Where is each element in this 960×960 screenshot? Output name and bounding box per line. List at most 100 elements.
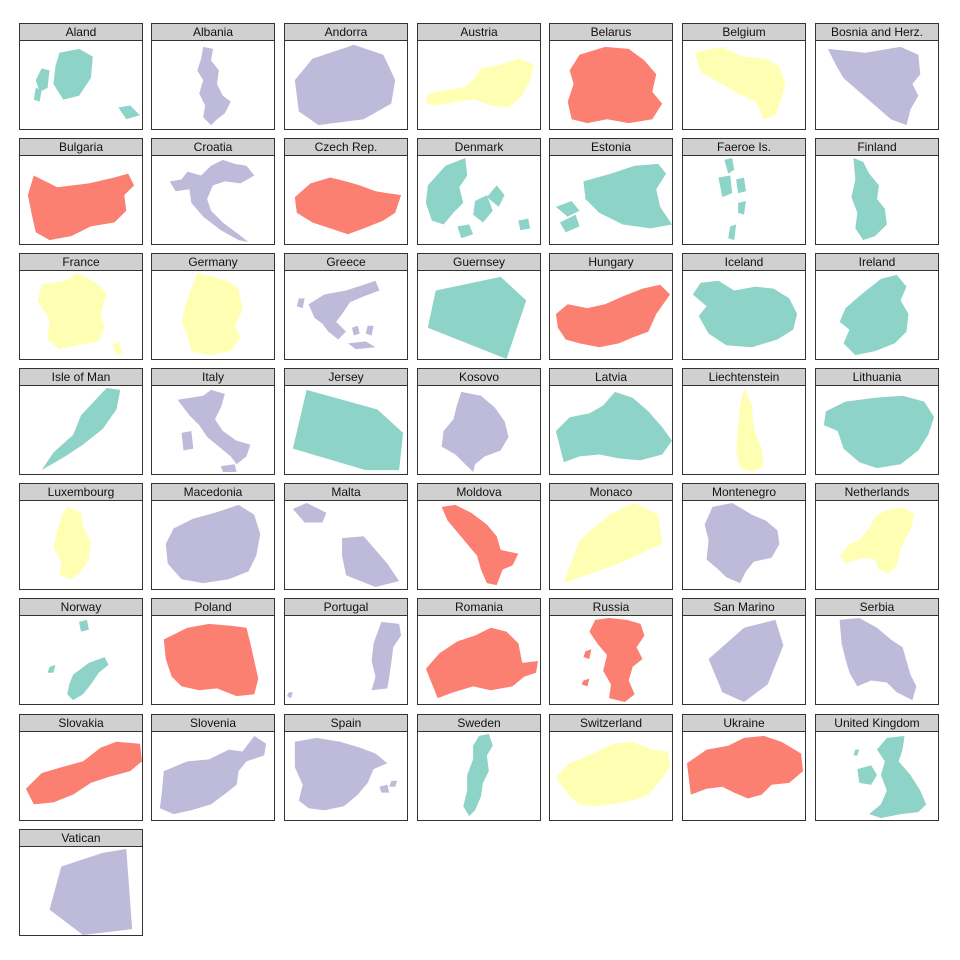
country-outline: [177, 389, 251, 465]
country-outline: [473, 195, 493, 223]
country-outline: [67, 657, 109, 701]
country-name-label: Guernsey: [418, 254, 540, 271]
country-name-label: San Marino: [683, 599, 805, 616]
slovenia-shape: [159, 735, 267, 815]
country-name-label: Portugal: [285, 599, 407, 616]
country-outline: [53, 48, 93, 100]
norway-shape: [47, 619, 109, 701]
croatia-shape: [169, 159, 255, 243]
country-outline: [823, 395, 935, 469]
country-outline: [441, 504, 519, 586]
country-name-label: Ireland: [816, 254, 938, 271]
country-panel: Bulgaria: [19, 138, 143, 245]
jersey-shape: [292, 389, 404, 471]
country-name-label: Poland: [152, 599, 274, 616]
andorra-shape: [294, 44, 396, 126]
country-outline: [724, 157, 735, 174]
aland-shape: [33, 48, 141, 120]
estonia-shape: [555, 163, 672, 233]
country-outline: [718, 175, 733, 198]
country-name-label: Romania: [418, 599, 540, 616]
country-panel: Spain: [284, 714, 408, 821]
country-panel: Greece: [284, 253, 408, 360]
country-outline: [555, 741, 671, 807]
country-outline: [33, 87, 42, 102]
luxembourg-shape: [53, 506, 91, 580]
country-outline: [728, 224, 737, 241]
czech-rep-shape: [294, 177, 402, 235]
country-panel: Macedonia: [151, 483, 275, 590]
portugal-shape: [286, 621, 402, 699]
country-panel: France: [19, 253, 143, 360]
country-outline: [165, 504, 261, 584]
italy-shape: [177, 389, 251, 473]
country-panel: Russia: [549, 598, 673, 705]
serbia-shape: [839, 617, 917, 701]
country-outline: [53, 506, 91, 580]
denmark-shape: [425, 157, 531, 239]
country-outline: [351, 325, 360, 336]
country-name-label: Estonia: [550, 139, 672, 156]
country-outline: [839, 274, 909, 356]
country-name-label: Kosovo: [418, 369, 540, 386]
montenegro-shape: [704, 502, 780, 584]
country-outline: [159, 735, 267, 815]
country-outline: [112, 341, 123, 356]
country-name-label: Bulgaria: [20, 139, 142, 156]
country-name-label: Greece: [285, 254, 407, 271]
country-outline: [425, 157, 468, 225]
country-name-label: Netherlands: [816, 484, 938, 501]
country-panel: Monaco: [549, 483, 673, 590]
country-outline: [118, 105, 141, 120]
country-outline: [365, 325, 374, 336]
country-name-label: Monaco: [550, 484, 672, 501]
country-panel: Liechtenstein: [682, 368, 806, 475]
isle-of-man-shape: [41, 387, 121, 471]
country-outline: [37, 272, 107, 350]
country-panel: Andorra: [284, 23, 408, 130]
country-outline: [704, 502, 780, 584]
austria-shape: [425, 58, 535, 108]
latvia-shape: [555, 391, 672, 463]
country-outline: [425, 627, 539, 699]
bosnia-and-herz-shape: [827, 46, 921, 126]
country-panel: Portugal: [284, 598, 408, 705]
ireland-shape: [839, 274, 909, 356]
country-outline: [736, 177, 746, 194]
country-outline: [181, 272, 243, 356]
vatican-shape: [49, 848, 133, 935]
country-outline: [869, 735, 927, 819]
country-outline: [379, 784, 390, 793]
country-outline: [342, 536, 400, 588]
country-panel: Italy: [151, 368, 275, 475]
country-name-label: Belgium: [683, 24, 805, 41]
country-name-label: Croatia: [152, 139, 274, 156]
country-outline: [296, 298, 305, 309]
country-panel: United Kingdom: [815, 714, 939, 821]
country-name-label: Austria: [418, 24, 540, 41]
country-outline: [563, 502, 663, 584]
country-name-label: United Kingdom: [816, 715, 938, 732]
russia-shape: [581, 617, 645, 703]
country-panel: Vatican: [19, 829, 143, 936]
country-outline: [163, 623, 259, 697]
country-outline: [486, 185, 505, 207]
netherlands-shape: [839, 506, 915, 574]
country-outline: [708, 619, 784, 703]
san-marino-shape: [708, 619, 784, 703]
country-outline: [27, 173, 135, 241]
country-outline: [827, 46, 921, 126]
country-name-label: Russia: [550, 599, 672, 616]
country-outline: [555, 284, 671, 348]
country-outline: [583, 649, 592, 660]
france-shape: [37, 272, 123, 356]
country-outline: [441, 391, 509, 473]
country-outline: [292, 502, 327, 523]
country-name-label: Vatican: [20, 830, 142, 847]
slovakia-shape: [25, 741, 142, 805]
country-name-label: Czech Rep.: [285, 139, 407, 156]
sweden-shape: [463, 733, 493, 817]
country-panel: Lithuania: [815, 368, 939, 475]
country-panel: Bosnia and Herz.: [815, 23, 939, 130]
country-name-label: Finland: [816, 139, 938, 156]
